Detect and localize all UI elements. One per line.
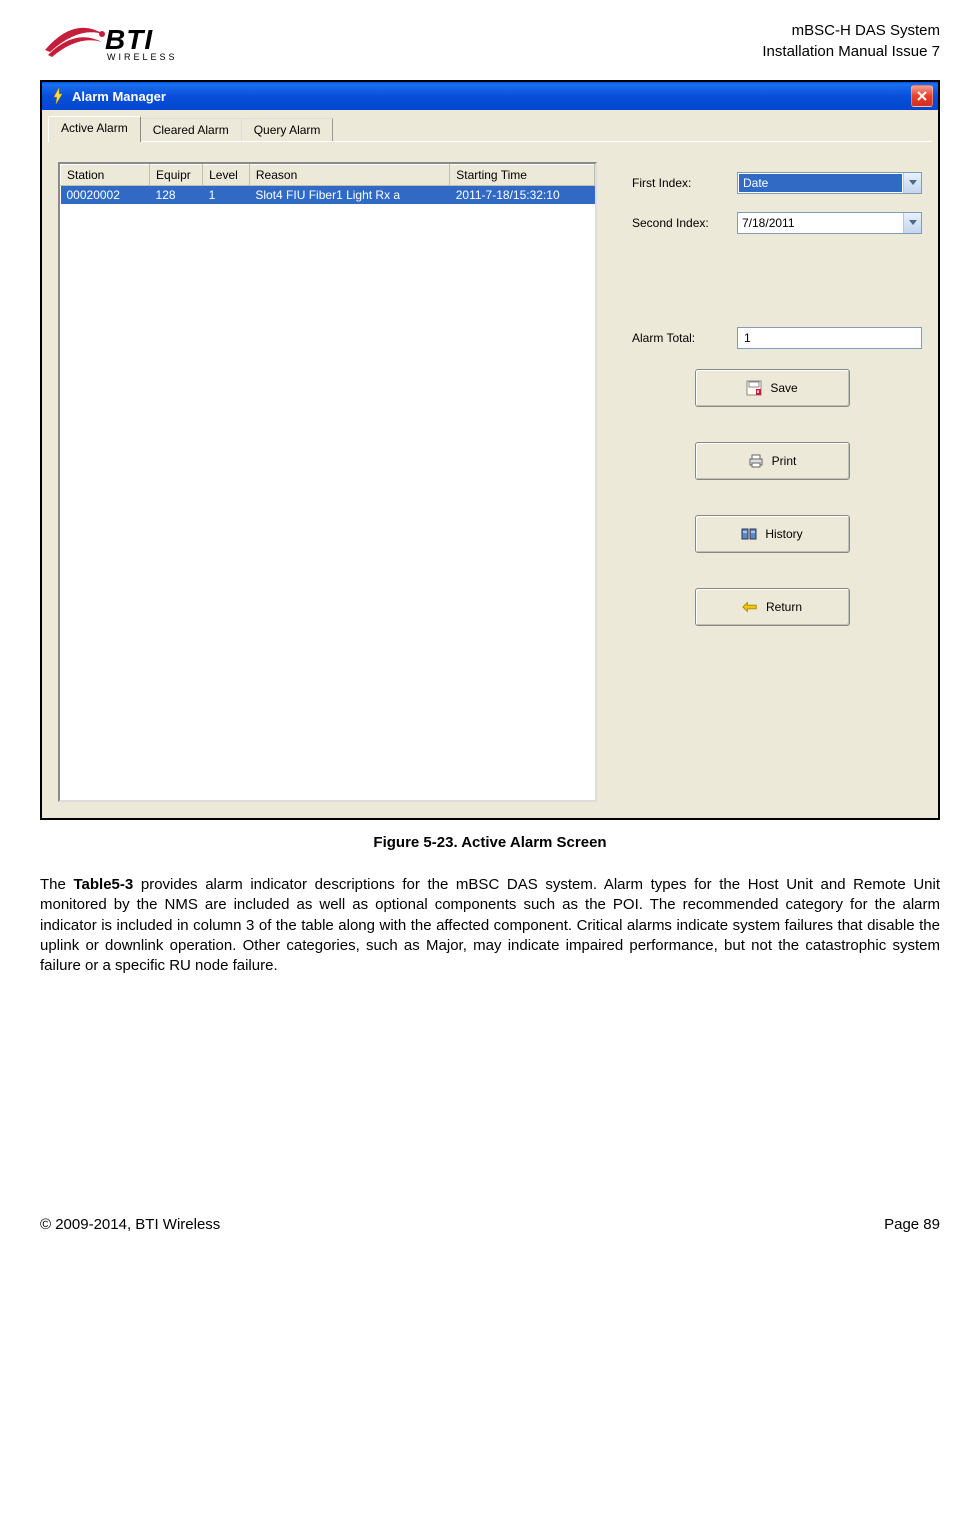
cell-reason: Slot4 FIU Fiber1 Light Rx a xyxy=(249,186,449,205)
return-button[interactable]: Return xyxy=(695,588,850,626)
para-rest: provides alarm indicator descriptions fo… xyxy=(40,876,940,974)
tab-cleared-alarm[interactable]: Cleared Alarm xyxy=(140,118,242,141)
first-index-label: First Index: xyxy=(632,176,737,190)
tab-active-alarm[interactable]: Active Alarm xyxy=(48,116,141,142)
save-button[interactable]: Save xyxy=(695,369,850,407)
tab-content: Station Equipr Level Reason Starting Tim… xyxy=(48,141,932,812)
print-icon xyxy=(748,453,764,469)
cell-station: 00020002 xyxy=(61,186,150,205)
save-icon xyxy=(746,380,762,396)
first-index-value: Date xyxy=(739,174,902,192)
chevron-down-icon[interactable] xyxy=(903,213,921,233)
window-title: Alarm Manager xyxy=(72,89,166,104)
logo-sub-text: WIRELESS xyxy=(105,52,178,62)
doc-title: mBSC-H DAS System xyxy=(762,20,940,41)
alarm-list-panel: Station Equipr Level Reason Starting Tim… xyxy=(58,162,597,802)
para-bold: Table5-3 xyxy=(73,876,133,893)
save-label: Save xyxy=(770,381,797,395)
logo: BTI WIRELESS xyxy=(40,20,178,65)
cell-time: 2011-7-18/15:32:10 xyxy=(450,186,595,205)
col-header-equip[interactable]: Equipr xyxy=(150,165,203,186)
alarm-total-row: Alarm Total: xyxy=(632,327,922,349)
cell-equip: 128 xyxy=(150,186,203,205)
second-index-label: Second Index: xyxy=(632,216,737,230)
tabstrip: Active Alarm Cleared Alarm Query Alarm xyxy=(48,116,932,141)
second-index-combo[interactable]: 7/18/2011 xyxy=(737,212,922,234)
page-header: BTI WIRELESS mBSC-H DAS System Installat… xyxy=(40,20,940,65)
col-header-time[interactable]: Starting Time xyxy=(450,165,595,186)
logo-swoosh-icon xyxy=(40,20,110,65)
alarm-total-label: Alarm Total: xyxy=(632,331,737,345)
print-button[interactable]: Print xyxy=(695,442,850,480)
close-button[interactable] xyxy=(911,85,933,107)
history-label: History xyxy=(765,527,802,541)
first-index-combo[interactable]: Date xyxy=(737,172,922,194)
cell-level: 1 xyxy=(203,186,250,205)
print-label: Print xyxy=(772,454,797,468)
alarm-total-input[interactable] xyxy=(737,327,922,349)
window-titlebar: Alarm Manager xyxy=(42,82,938,110)
doc-issue: Installation Manual Issue 7 xyxy=(762,41,940,62)
footer-copyright: © 2009-2014, BTI Wireless xyxy=(40,1216,220,1233)
window-body: Active Alarm Cleared Alarm Query Alarm S… xyxy=(42,110,938,818)
first-index-row: First Index: Date xyxy=(632,172,922,194)
lightning-icon xyxy=(50,88,66,104)
tab-query-alarm[interactable]: Query Alarm xyxy=(241,118,334,141)
page-footer: © 2009-2014, BTI Wireless Page 89 xyxy=(40,1216,940,1233)
col-header-station[interactable]: Station xyxy=(61,165,150,186)
history-icon xyxy=(741,526,757,542)
button-stack: Save Print History xyxy=(632,369,922,626)
para-prefix: The xyxy=(40,876,73,893)
return-label: Return xyxy=(766,600,802,614)
alarm-manager-window: Alarm Manager Active Alarm Cleared Alarm… xyxy=(40,80,940,820)
col-header-reason[interactable]: Reason xyxy=(249,165,449,186)
alarm-table: Station Equipr Level Reason Starting Tim… xyxy=(60,164,595,204)
second-index-row: Second Index: 7/18/2011 xyxy=(632,212,922,234)
table-row[interactable]: 00020002 128 1 Slot4 FIU Fiber1 Light Rx… xyxy=(61,186,595,205)
col-header-level[interactable]: Level xyxy=(203,165,250,186)
chevron-down-icon[interactable] xyxy=(903,173,921,193)
header-doc-info: mBSC-H DAS System Installation Manual Is… xyxy=(762,20,940,62)
footer-page: Page 89 xyxy=(884,1216,940,1233)
history-button[interactable]: History xyxy=(695,515,850,553)
second-index-value: 7/18/2011 xyxy=(738,213,903,233)
figure-caption: Figure 5-23. Active Alarm Screen xyxy=(40,834,940,851)
return-icon xyxy=(742,599,758,615)
alarm-table-container: Station Equipr Level Reason Starting Tim… xyxy=(58,162,597,802)
body-paragraph: The Table5-3 provides alarm indicator de… xyxy=(40,875,940,976)
controls-panel: First Index: Date Second Index: 7/18/201… xyxy=(632,162,922,802)
